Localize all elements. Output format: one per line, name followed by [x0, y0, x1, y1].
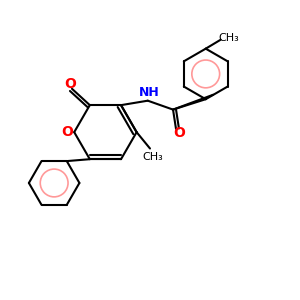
Text: O: O [62, 125, 74, 139]
Text: CH₃: CH₃ [218, 33, 239, 43]
Text: O: O [174, 126, 185, 140]
Text: NH: NH [139, 86, 160, 99]
Text: O: O [64, 77, 76, 91]
Text: CH₃: CH₃ [142, 152, 163, 162]
